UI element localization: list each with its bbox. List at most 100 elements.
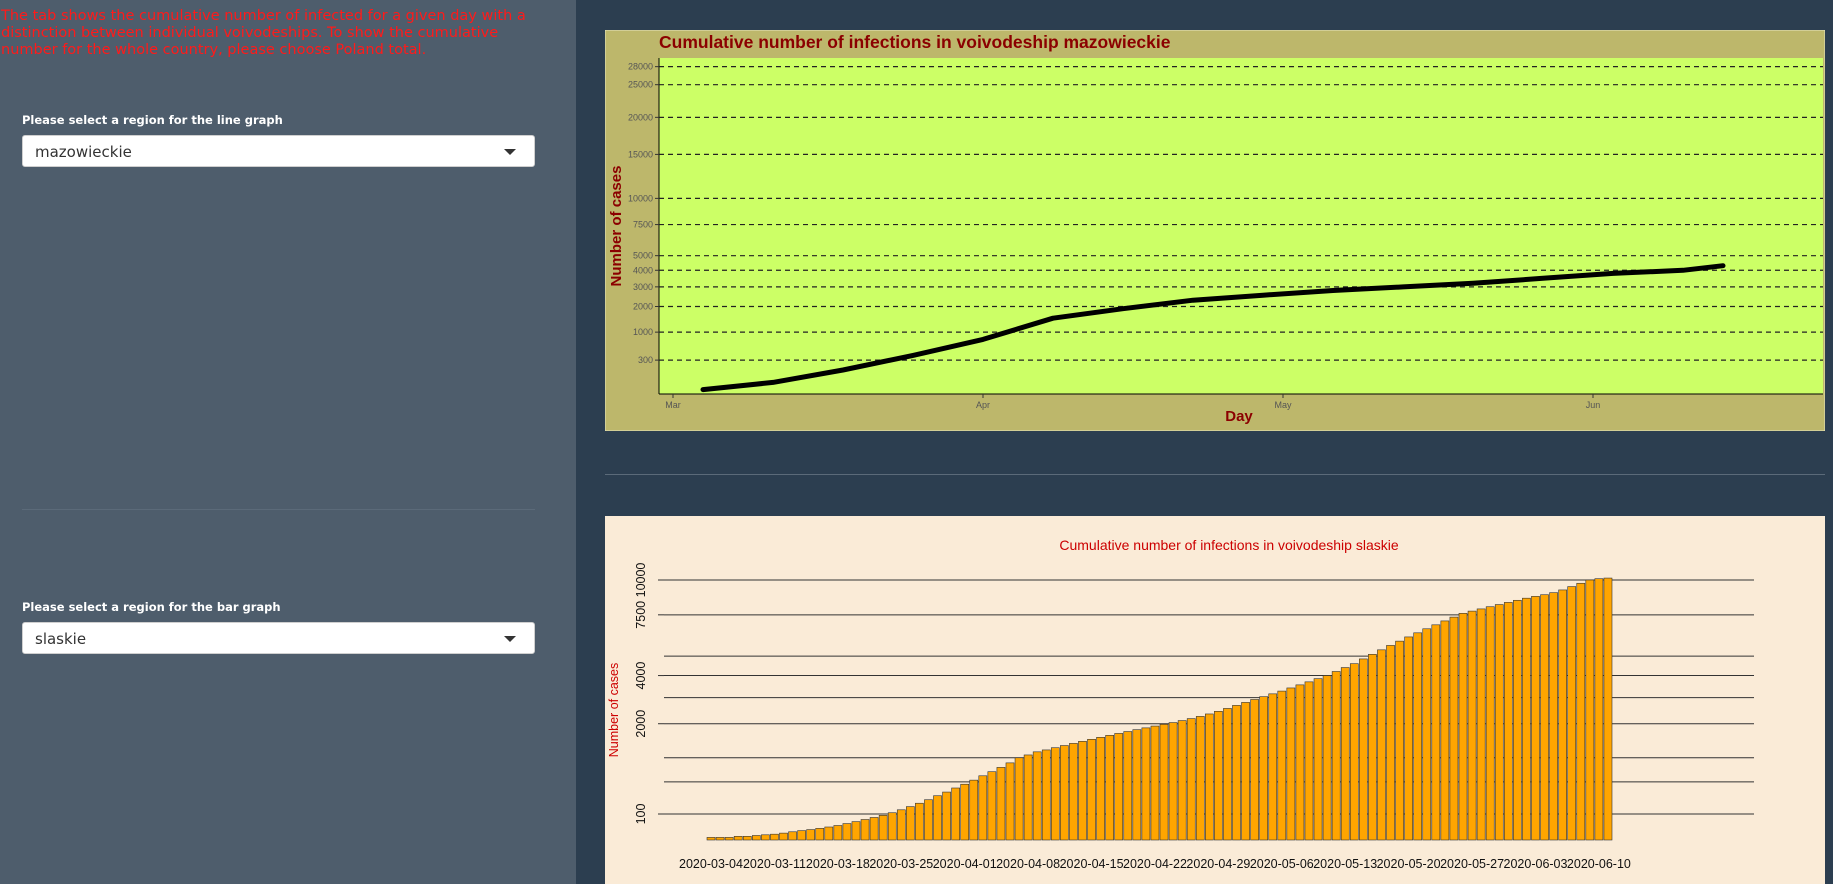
x-tick-label: 2020-05-20 (1377, 857, 1441, 871)
bar (1141, 727, 1151, 841)
y-tick-label: 20000 (628, 112, 653, 122)
main-divider (605, 474, 1825, 475)
bar (933, 795, 942, 841)
bar-region-select-value: slaskie (35, 630, 87, 648)
bar (1422, 628, 1432, 841)
bar (1023, 754, 1033, 841)
bar (1150, 725, 1160, 841)
chart-title: Cumulative number of infections in voivo… (659, 32, 1171, 52)
y-tick-label: 10000 (634, 563, 648, 598)
bar (1386, 645, 1395, 841)
bar (1168, 722, 1178, 841)
x-tick-label: 2020-05-06 (1250, 857, 1314, 871)
bar (924, 799, 933, 841)
bar (969, 779, 979, 841)
bar (1159, 724, 1169, 841)
x-tick-label: 2020-04-08 (996, 857, 1060, 871)
bar (1014, 757, 1024, 841)
x-tick-label: 2020-03-11 (743, 857, 806, 871)
bar (1195, 716, 1205, 841)
bar (1458, 613, 1468, 841)
line-region-label: Please select a region for the line grap… (22, 113, 283, 127)
bar (715, 837, 725, 841)
bar (869, 817, 879, 841)
bar (1041, 749, 1051, 841)
bar (915, 802, 924, 841)
bar (1413, 632, 1423, 841)
bar (1467, 610, 1477, 841)
bar (1395, 640, 1404, 841)
y-tick-label: 100 (634, 804, 648, 825)
x-tick-label: 2020-04-22 (1123, 857, 1187, 871)
bar-chart: 100 2000 4000 7500 10000 2020-03-04 2020-03-11… (605, 516, 1825, 884)
y-tick-label: 7500 (634, 601, 648, 629)
bar (824, 826, 834, 841)
x-tick-label: 2020-03-18 (806, 857, 870, 871)
sidebar-divider (22, 509, 535, 510)
bar (1340, 667, 1350, 841)
chart-title: Cumulative number of infections in voivo… (1059, 537, 1398, 553)
y-tick-label: 7500 (633, 220, 653, 230)
x-tick-label: 2020-03-25 (869, 857, 933, 871)
bar (1603, 577, 1613, 841)
sidebar: The tab shows the cumulative number of i… (0, 0, 576, 884)
bar (761, 834, 770, 841)
bar (887, 812, 897, 841)
bar (1286, 687, 1296, 841)
bar (1304, 681, 1314, 841)
bar (1087, 739, 1096, 841)
bar (742, 836, 752, 841)
bar (1123, 731, 1133, 841)
bar (842, 823, 852, 841)
y-tick-label: 4000 (634, 662, 648, 690)
y-tick-label: 2000 (633, 302, 653, 312)
x-tick-label: 2020-06-10 (1567, 857, 1631, 871)
bar-region-select[interactable]: slaskie (22, 622, 535, 654)
bar (706, 837, 716, 841)
bar (1223, 708, 1232, 841)
bar (1259, 696, 1269, 841)
bar (733, 836, 743, 841)
bar (1349, 663, 1359, 841)
bar (752, 835, 761, 841)
bar (1096, 737, 1105, 841)
y-tick-label: 300 (638, 355, 653, 365)
bar-region-label: Please select a region for the bar graph (22, 600, 281, 614)
bar (1522, 597, 1531, 841)
y-tick-label: 5000 (633, 251, 653, 261)
bar (1476, 608, 1486, 841)
bar (1295, 684, 1305, 841)
bar (1449, 616, 1459, 841)
y-tick-label: 1000 (633, 327, 653, 337)
bar (1567, 586, 1577, 841)
bar (1503, 602, 1513, 841)
x-tick-label: May (1274, 400, 1292, 410)
bar (1585, 579, 1595, 841)
line-chart-plot-area (659, 58, 1823, 394)
line-region-select-value: mazowieckie (35, 143, 132, 161)
x-tick-label: 2020-04-01 (933, 857, 997, 871)
y-axis-title: Number of cases (607, 663, 621, 757)
line-region-select[interactable]: mazowieckie (22, 135, 535, 167)
bar (797, 830, 806, 841)
bar (1069, 743, 1078, 841)
bar (1576, 582, 1586, 841)
bar (770, 833, 779, 841)
intro-text: The tab shows the cumulative number of i… (1, 8, 526, 58)
bar (1485, 606, 1495, 841)
bar (1431, 624, 1441, 841)
y-tick-label: 2000 (634, 710, 648, 738)
bar (1277, 690, 1287, 841)
bar (942, 791, 951, 841)
line-chart: 300 1000 2000 3000 4000 5000 7500 10000 15000 200… (605, 30, 1825, 431)
bar (1558, 589, 1568, 841)
bar (1078, 741, 1087, 841)
series-line (700, 263, 1726, 393)
bar (806, 829, 816, 841)
x-tick-label: 2020-03-04 (679, 857, 743, 871)
bar (1232, 705, 1241, 841)
y-tick-label: 28000 (628, 62, 653, 72)
bar (1440, 620, 1450, 841)
bar (1032, 751, 1042, 841)
bar (1594, 578, 1604, 841)
